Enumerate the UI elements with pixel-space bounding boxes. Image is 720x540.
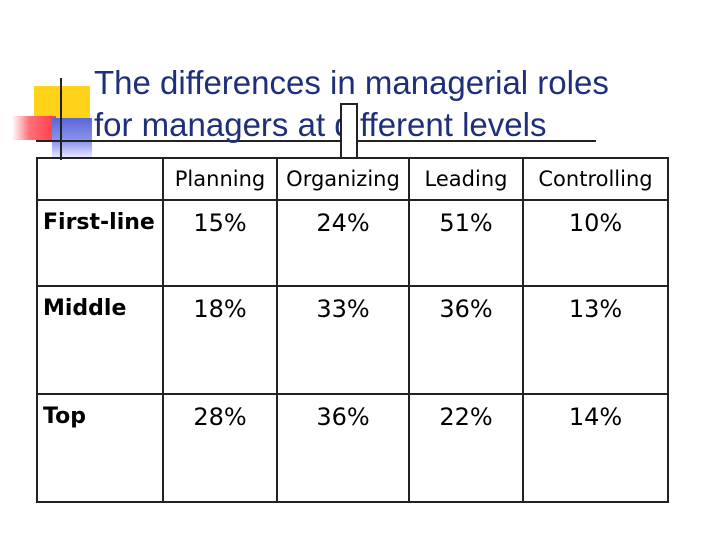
slide-title-line-1: The differences in managerial roles	[94, 64, 609, 101]
table-cell: 51%	[408, 199, 524, 287]
decorative-blue-square	[52, 118, 92, 158]
table-header-organizing: Organizing	[276, 157, 410, 201]
decorative-vertical-line	[60, 78, 62, 160]
table-cell: 13%	[522, 285, 669, 395]
table-cell: 24%	[276, 199, 410, 287]
slide-title-line-2: for managers at different levels	[94, 106, 547, 143]
managerial-roles-table: Planning Organizing Leading Controlling …	[36, 157, 669, 503]
table-header-planning: Planning	[162, 157, 278, 201]
decorative-horizontal-line	[36, 140, 596, 142]
table-header-row: Planning Organizing Leading Controlling	[36, 157, 669, 201]
table-cell: 10%	[522, 199, 669, 287]
row-label-first-line: First-line	[36, 199, 164, 287]
table-row: First-line 15% 24% 51% 10%	[36, 199, 669, 287]
table-cell: 36%	[408, 285, 524, 395]
decorative-red-bar	[12, 116, 56, 140]
text-cursor-box	[340, 103, 358, 159]
table-cell: 36%	[276, 393, 410, 503]
row-label-top: Top	[36, 393, 164, 503]
table-header-leading: Leading	[408, 157, 524, 201]
table-cell: 15%	[162, 199, 278, 287]
table-cell: 28%	[162, 393, 278, 503]
table-header-controlling: Controlling	[522, 157, 669, 201]
table-cell: 14%	[522, 393, 669, 503]
table-header-corner	[36, 157, 164, 201]
row-label-middle: Middle	[36, 285, 164, 395]
table-cell: 33%	[276, 285, 410, 395]
slide-title: The differences in managerial roles for …	[94, 62, 609, 146]
table-cell: 18%	[162, 285, 278, 395]
table-row: Top 28% 36% 22% 14%	[36, 393, 669, 503]
table-cell: 22%	[408, 393, 524, 503]
table-row: Middle 18% 33% 36% 13%	[36, 285, 669, 395]
